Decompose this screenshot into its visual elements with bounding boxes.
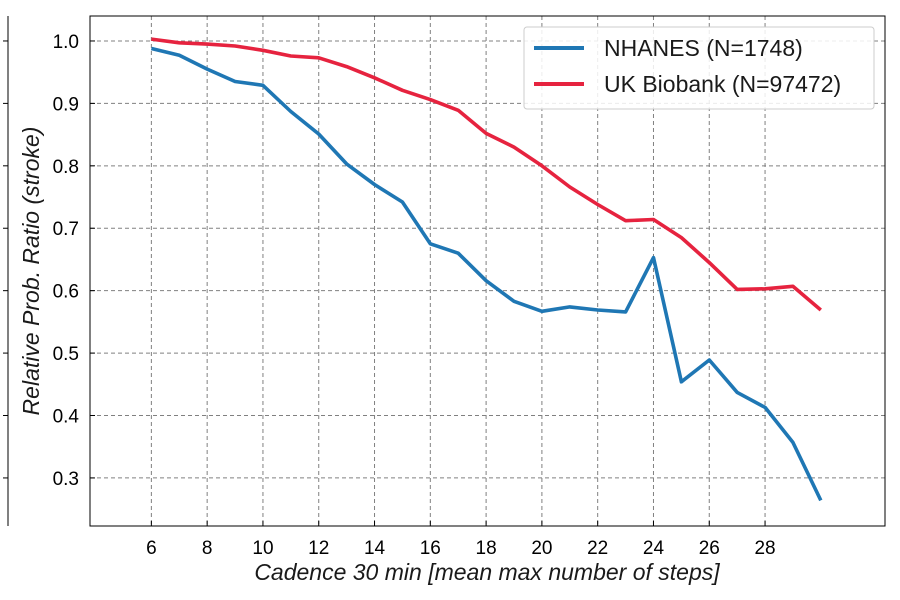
x-tick-label: 16 [420,538,441,559]
x-tick-label: 14 [364,538,386,559]
y-tick-label: 0.6 [53,282,79,303]
y-tick-label: 0.3 [53,469,79,490]
y-tick-label: 1.0 [53,32,79,53]
x-tick-label: 8 [202,538,213,559]
x-tick-label: 12 [308,538,329,559]
y-axis-title: Relative Prob. Ratio (stroke) [18,127,44,416]
legend-label-nhanes: NHANES (N=1748) [604,35,803,61]
series-line-uk-biobank [151,37,822,312]
y-tick-label: 0.9 [53,94,79,115]
x-tick-label: 22 [587,538,608,559]
y-axis-ticks: 0.3 0.4 0.5 0.6 0.7 0.8 0.9 1.0 [53,32,95,490]
x-tick-label: 20 [531,538,552,559]
plot-frame [89,15,886,527]
series-line-nhanes [150,46,823,502]
legend-label-uk-biobank: UK Biobank (N=97472) [604,71,841,97]
legend-box [523,26,875,110]
x-tick-label: 10 [252,538,273,559]
series-lines [150,37,823,502]
x-tick-label: 26 [699,538,720,559]
x-tick-label: 24 [643,538,665,559]
x-tick-label: 28 [754,538,775,559]
x-tick-label: 6 [146,538,157,559]
y-tick-label: 0.8 [53,157,79,178]
x-tick-label: 18 [476,538,497,559]
left-edge-frame [3,16,9,526]
y-tick-label: 0.4 [53,407,80,428]
y-tick-label: 0.7 [53,219,79,240]
y-tick-label: 0.5 [53,344,79,365]
x-axis-ticks: 6 8 10 12 14 16 18 20 22 24 26 28 [146,521,776,559]
legend: NHANES (N=1748) UK Biobank (N=97472) [523,26,875,110]
x-axis-title: Cadence 30 min [mean max number of steps… [254,559,720,585]
